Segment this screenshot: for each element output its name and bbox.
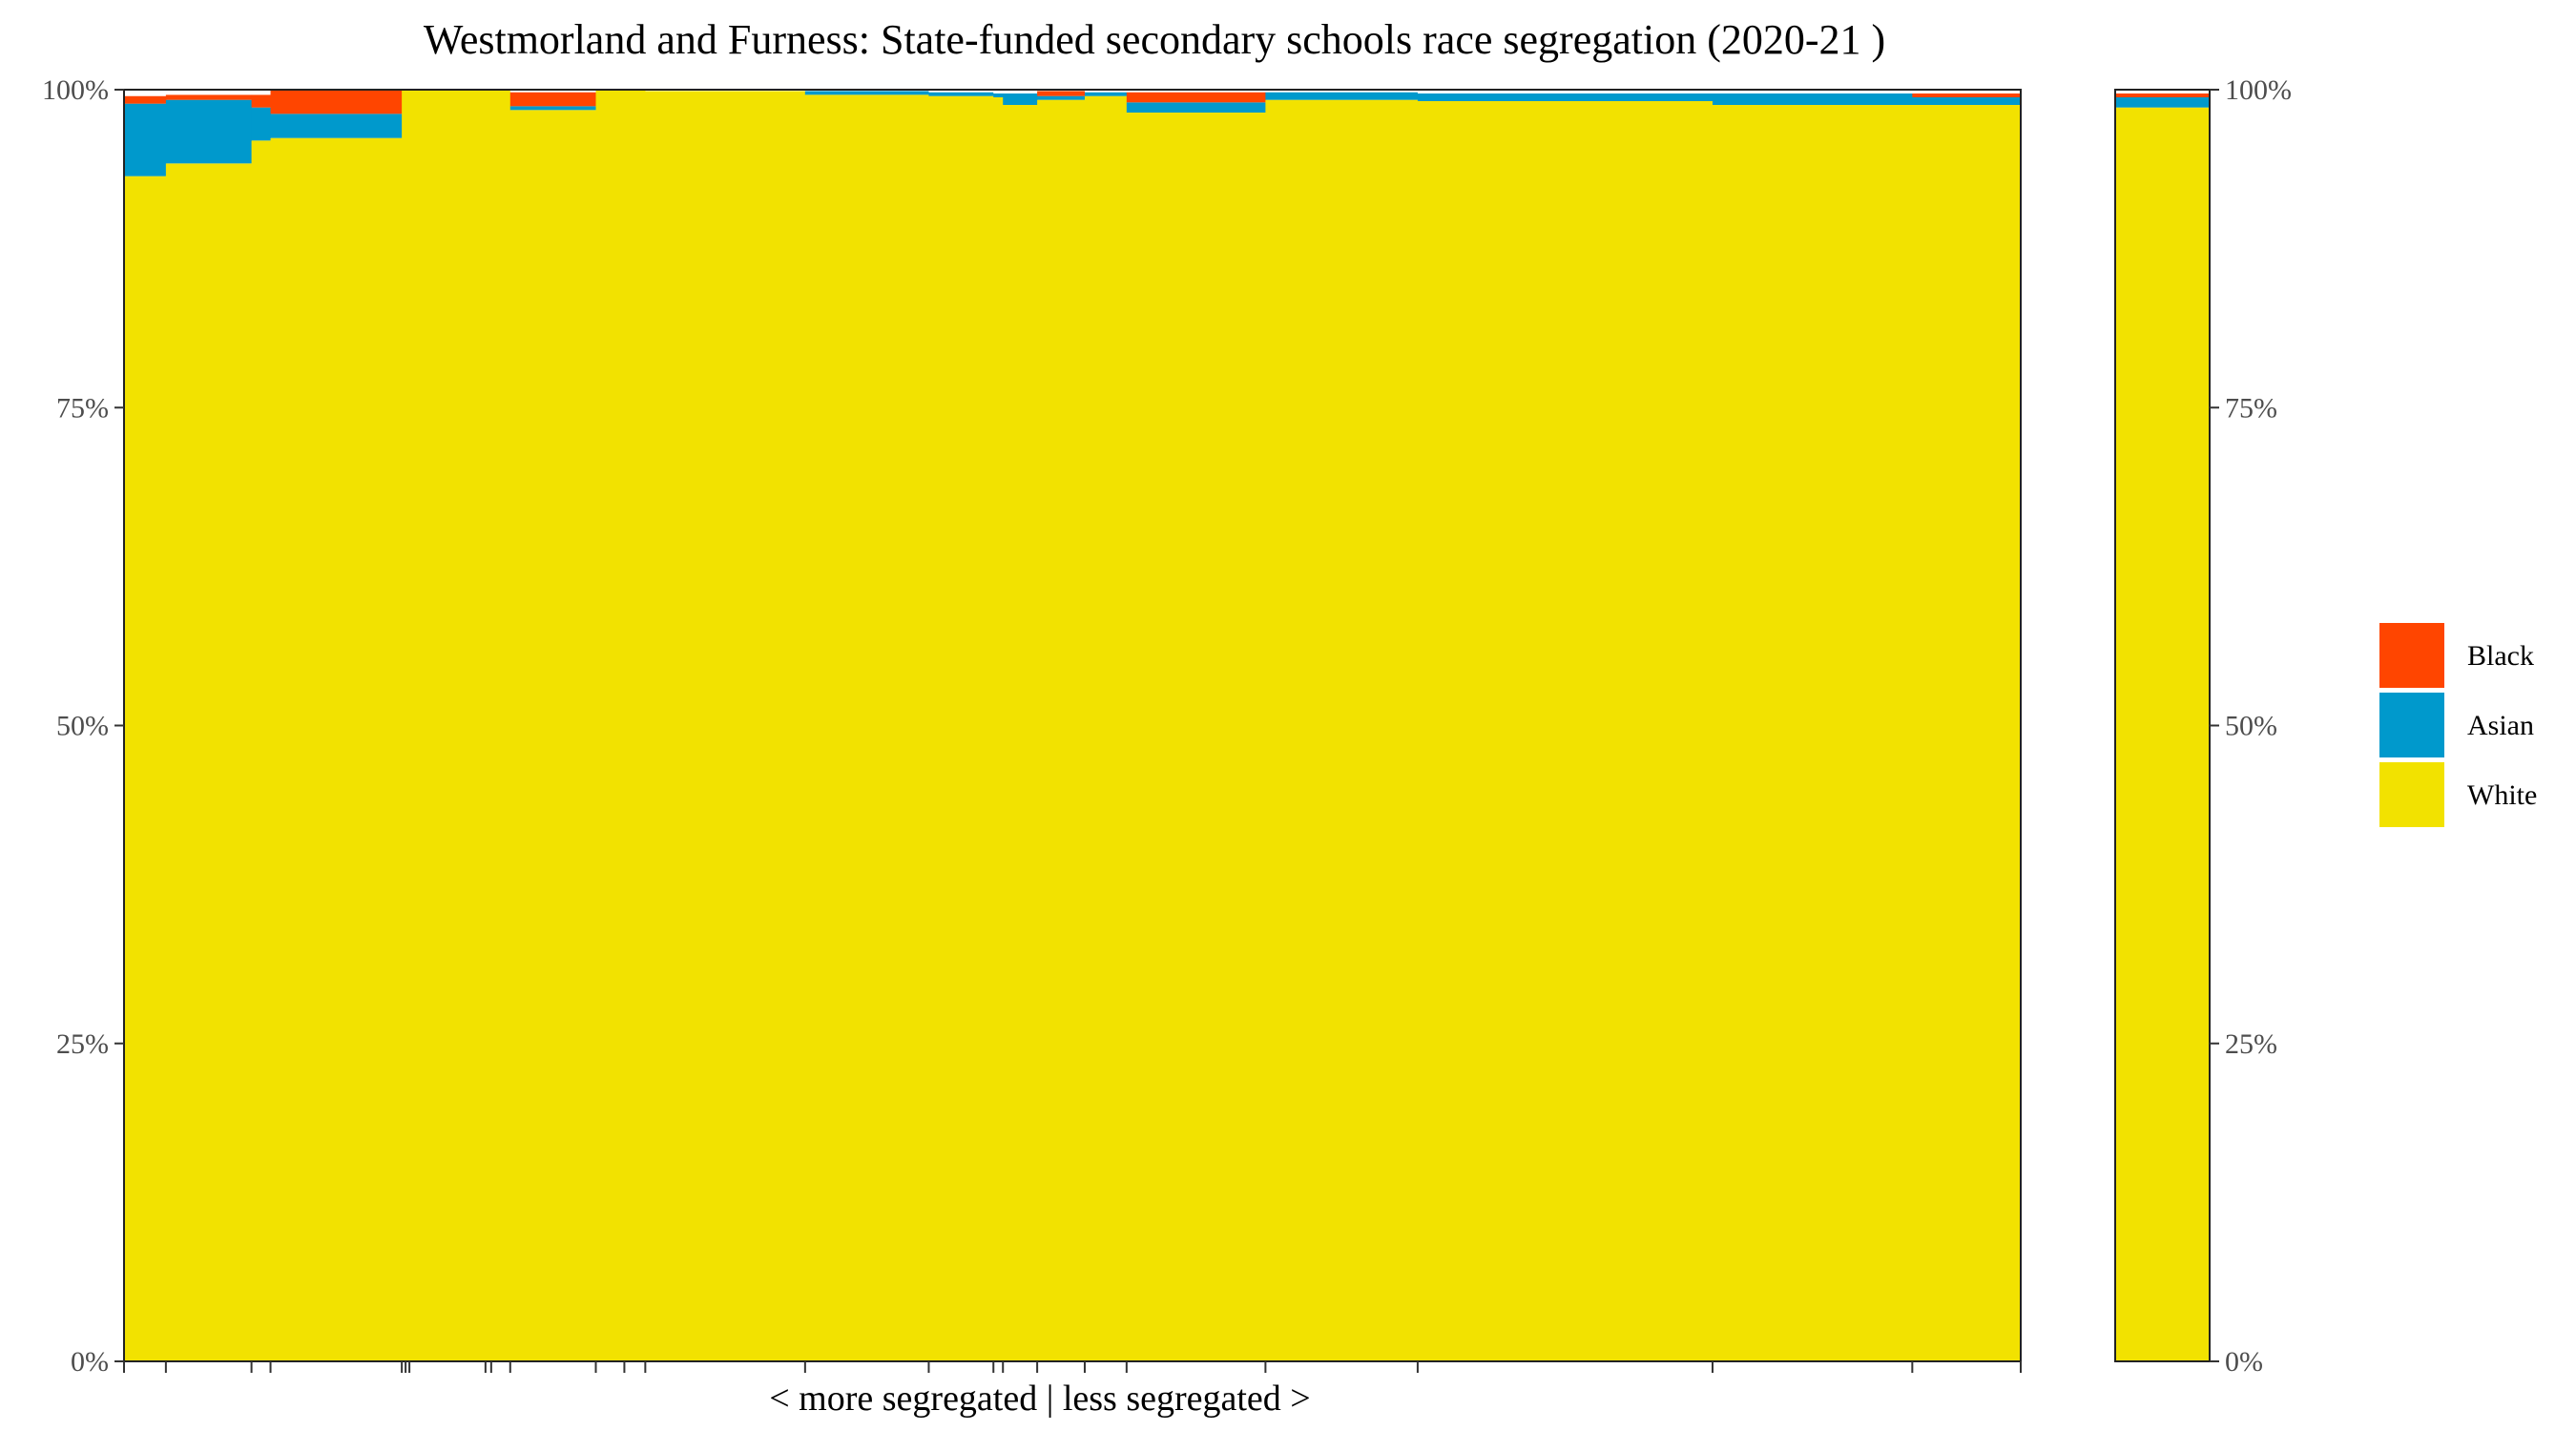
school-bar-24-black (1912, 93, 2022, 97)
school-bar-17-asian (1003, 93, 1038, 105)
school-bar-1-asian (124, 103, 167, 176)
school-bar-24-other (1912, 90, 2022, 93)
chart-title: Westmorland and Furness: State-funded se… (424, 16, 1885, 63)
school-bar-20-white (1126, 112, 1266, 1361)
school-bar-19-asian (1084, 92, 1128, 96)
school-bar-10-black (509, 92, 597, 107)
school-bar-15-other (928, 90, 994, 93)
school-bar-18-black (1037, 91, 1086, 96)
school-bar-20-other (1126, 90, 1266, 93)
school-bar-18-asian (1037, 95, 1086, 100)
overall-bar-white (2115, 107, 2210, 1362)
school-bar-11-white (595, 90, 625, 1361)
school-bar-3-white (251, 140, 272, 1361)
legend-key-black (2379, 623, 2444, 688)
school-bar-24-white (1912, 104, 2022, 1362)
school-bar-6-white (405, 90, 410, 1361)
axes: 0% 0% 25% 25% 50% 50% 75% 75% 100% 100% (42, 74, 2292, 1378)
y-tick-label-right: 100% (2225, 74, 2292, 106)
school-bar-5-white (402, 90, 406, 1361)
school-bar-4-asian (270, 114, 403, 138)
school-bar-4-white (270, 137, 403, 1361)
school-bar-22-asian (1417, 93, 1714, 101)
school-bar-16-asian (993, 93, 1004, 97)
school-bar-3-black (251, 94, 272, 108)
school-bar-1-other (124, 90, 167, 96)
y-tick-label-right: 0% (2225, 1346, 2263, 1378)
legend-label-black: Black (2467, 640, 2534, 672)
overall-bar (2115, 90, 2210, 1362)
school-bar-17-other (1003, 90, 1038, 93)
overall-bar-black (2115, 93, 2210, 97)
y-tick-label-left: 75% (56, 392, 109, 424)
school-bar-18-white (1037, 99, 1086, 1361)
school-bar-8-white (485, 90, 492, 1361)
legend: Black Asian White (2379, 623, 2537, 827)
school-bar-12-white (624, 90, 646, 1361)
overall-bar-asian (2115, 96, 2210, 108)
x-axis-label: < more segregated | less segregated > (769, 1379, 1310, 1419)
school-bar-21-asian (1265, 92, 1419, 100)
school-bar-24-asian (1912, 96, 2022, 105)
school-bar-22-white (1417, 100, 1714, 1362)
school-bar-17-white (1003, 104, 1038, 1362)
school-bar-1-white (124, 176, 167, 1361)
y-tick-label-left: 100% (42, 74, 109, 106)
school-bar-2-asian (165, 99, 253, 164)
school-bar-1-black (124, 95, 167, 104)
legend-label-white: White (2467, 779, 2537, 811)
y-tick-label-left: 0% (71, 1346, 109, 1378)
legend-key-asian (2379, 693, 2444, 757)
school-bar-20-asian (1126, 102, 1266, 113)
school-bar-15-asian (928, 92, 994, 96)
school-bar-21-white (1265, 99, 1419, 1361)
y-tick-label-left: 50% (56, 711, 109, 742)
school-bar-22-other (1417, 90, 1714, 93)
y-tick-label-right: 75% (2225, 392, 2277, 424)
school-bar-15-white (928, 95, 994, 1361)
school-bar-14-asian (804, 91, 929, 95)
legend-label-asian: Asian (2467, 710, 2534, 741)
y-tick-label-left: 25% (56, 1028, 109, 1060)
school-bar-16-white (993, 96, 1004, 1361)
school-bar-23-asian (1712, 93, 1913, 105)
school-bar-19-other (1084, 90, 1128, 93)
y-tick-label-right: 50% (2225, 711, 2277, 742)
school-bar-9-white (490, 90, 511, 1361)
school-bar-3-other (251, 90, 272, 95)
school-bar-10-other (509, 90, 597, 93)
plot-area (124, 90, 2022, 1362)
school-bar-2-other (165, 90, 253, 95)
legend-key-white (2379, 762, 2444, 827)
school-bar-19-white (1084, 95, 1128, 1361)
school-bar-23-other (1712, 90, 1913, 93)
school-bar-13-white (645, 91, 806, 1361)
school-bar-21-other (1265, 90, 1419, 93)
school-bar-14-white (804, 94, 929, 1361)
overall-bar-other (2115, 90, 2210, 93)
school-bar-10-asian (509, 106, 597, 111)
school-bar-3-asian (251, 107, 272, 141)
school-bar-10-white (509, 110, 597, 1361)
school-bar-2-black (165, 94, 253, 100)
y-tick-label-right: 25% (2225, 1028, 2277, 1060)
school-bar-2-white (165, 163, 253, 1362)
school-bar-23-white (1712, 104, 1913, 1362)
school-bar-16-other (993, 90, 1004, 93)
school-bar-7-white (409, 90, 487, 1361)
school-bar-4-black (270, 90, 403, 114)
school-bar-20-black (1126, 92, 1266, 103)
